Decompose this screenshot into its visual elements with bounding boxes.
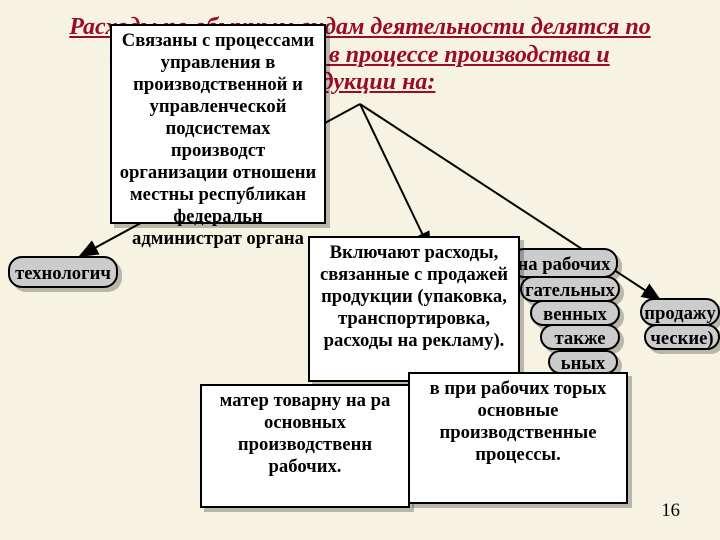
- box-management: Связаны с процессами управления в произв…: [110, 24, 326, 224]
- pill-own: венных: [530, 300, 620, 326]
- slide-title: Расходы по обычным видам деятельности де…: [0, 14, 720, 97]
- box-back-right: в при рабочих торых основные производств…: [408, 372, 628, 504]
- pill-sale: продажу: [640, 298, 720, 326]
- pill-ческие: ческие): [644, 324, 720, 350]
- page-number: 16: [661, 500, 680, 522]
- pill-ных: ьных: [548, 350, 618, 374]
- box-sales: Включают расходы, связанные с продажей п…: [308, 236, 520, 382]
- pill-work: на рабочих: [510, 248, 618, 278]
- arrow: [360, 104, 430, 250]
- slide-stage: Расходы по обычным видам деятельности де…: [0, 0, 720, 540]
- pill-tech: технологич: [8, 256, 118, 288]
- pill-aux: гательных: [520, 276, 620, 302]
- box-back-left: матер товарну на ра основных производств…: [200, 384, 410, 508]
- pill-also: также: [540, 324, 620, 350]
